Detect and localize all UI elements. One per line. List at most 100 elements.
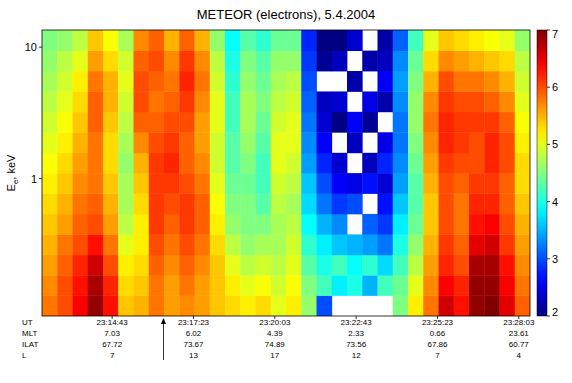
cell bbox=[103, 30, 119, 51]
cell bbox=[500, 71, 516, 92]
cell bbox=[439, 275, 455, 296]
row-name: ILAT bbox=[22, 340, 38, 349]
row-value: 73.67 bbox=[183, 340, 204, 349]
cell bbox=[73, 193, 89, 214]
cell bbox=[240, 234, 256, 255]
cell bbox=[240, 71, 256, 92]
x-tick-label: 23:20:03 bbox=[259, 318, 291, 327]
cell bbox=[469, 173, 485, 194]
cell bbox=[195, 91, 211, 112]
cell bbox=[332, 173, 348, 194]
cell bbox=[57, 153, 73, 174]
colorbar-tick-label: 4 bbox=[552, 196, 558, 208]
colorbar-tick bbox=[547, 201, 550, 202]
cell bbox=[301, 153, 317, 174]
cell bbox=[301, 30, 317, 51]
cell bbox=[88, 214, 104, 235]
cell bbox=[286, 112, 302, 133]
cell bbox=[240, 30, 256, 51]
cell bbox=[240, 295, 256, 316]
row-name: MLT bbox=[22, 329, 38, 338]
cell bbox=[286, 51, 302, 72]
cell bbox=[57, 193, 73, 214]
cell bbox=[134, 71, 150, 92]
cell bbox=[454, 214, 470, 235]
cell bbox=[149, 173, 165, 194]
colorbar-tick bbox=[547, 30, 550, 31]
cell bbox=[225, 91, 241, 112]
row-value: 7 bbox=[110, 351, 115, 360]
cell bbox=[393, 173, 409, 194]
cell bbox=[271, 275, 287, 296]
cell bbox=[408, 71, 424, 92]
cell bbox=[179, 234, 195, 255]
cell bbox=[42, 173, 58, 194]
cell bbox=[408, 255, 424, 276]
title: METEOR (electrons), 5.4.2004 bbox=[197, 7, 375, 22]
cell bbox=[271, 295, 287, 316]
cell bbox=[57, 51, 73, 72]
cell bbox=[256, 214, 272, 235]
cell bbox=[73, 51, 89, 72]
time-arrow bbox=[161, 318, 166, 360]
cell bbox=[347, 71, 363, 92]
cell bbox=[484, 112, 500, 133]
cell bbox=[423, 295, 439, 316]
cell bbox=[210, 295, 226, 316]
cell bbox=[423, 173, 439, 194]
cell bbox=[73, 214, 89, 235]
cell bbox=[500, 234, 516, 255]
cell bbox=[103, 153, 119, 174]
cell bbox=[484, 255, 500, 276]
cell bbox=[484, 51, 500, 72]
cell bbox=[469, 153, 485, 174]
cell bbox=[118, 112, 134, 133]
cell bbox=[103, 295, 119, 316]
cell bbox=[469, 193, 485, 214]
cell bbox=[484, 295, 500, 316]
cell bbox=[362, 255, 378, 276]
cell bbox=[469, 30, 485, 51]
cell bbox=[286, 30, 302, 51]
cell bbox=[179, 275, 195, 296]
cell bbox=[454, 71, 470, 92]
cell bbox=[42, 91, 58, 112]
cell bbox=[423, 91, 439, 112]
cell bbox=[149, 214, 165, 235]
cell bbox=[378, 214, 394, 235]
cell bbox=[240, 91, 256, 112]
cell bbox=[332, 275, 348, 296]
cell bbox=[256, 255, 272, 276]
cell bbox=[73, 30, 89, 51]
cell bbox=[57, 234, 73, 255]
cell bbox=[42, 234, 58, 255]
cell bbox=[195, 275, 211, 296]
cell bbox=[149, 255, 165, 276]
cell bbox=[500, 132, 516, 153]
cell bbox=[225, 153, 241, 174]
cell bbox=[454, 112, 470, 133]
cell bbox=[225, 112, 241, 133]
cell bbox=[454, 255, 470, 276]
cell bbox=[225, 30, 241, 51]
row-value: 23.61 bbox=[509, 329, 530, 338]
cell bbox=[118, 51, 134, 72]
cell bbox=[423, 30, 439, 51]
cell bbox=[301, 71, 317, 92]
cell bbox=[225, 234, 241, 255]
cell bbox=[149, 295, 165, 316]
cell bbox=[500, 193, 516, 214]
row-value: 4 bbox=[517, 351, 522, 360]
cell bbox=[286, 153, 302, 174]
cell bbox=[57, 295, 73, 316]
cell bbox=[500, 295, 516, 316]
cell bbox=[88, 295, 104, 316]
cell bbox=[225, 193, 241, 214]
cell bbox=[362, 153, 378, 174]
cell bbox=[393, 51, 409, 72]
cell bbox=[286, 275, 302, 296]
cell bbox=[469, 234, 485, 255]
cell bbox=[347, 132, 363, 153]
cell bbox=[515, 214, 530, 235]
cell bbox=[149, 193, 165, 214]
